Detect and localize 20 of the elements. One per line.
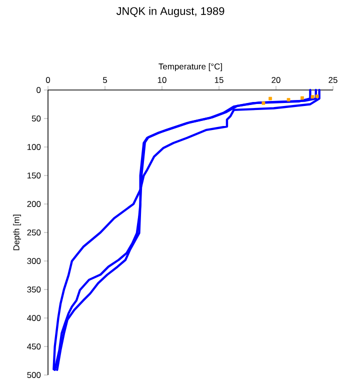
x-tick-label: 25 [328, 76, 338, 83]
x-tick-label: 15 [214, 77, 224, 83]
x-tick-label: 10 [158, 76, 166, 83]
y-tick-label: 150 [27, 172, 41, 178]
y-tick-label: 250 [27, 230, 41, 236]
y-tick-label: 100 [27, 144, 41, 150]
chart-title: JNQK in August, 1989 [116, 6, 224, 18]
x-tick-label: 5 [102, 77, 108, 83]
y-tick-label: 450 [27, 344, 41, 350]
x-tick-label: 20 [272, 76, 280, 83]
y-axis-title: Depth [m] [13, 214, 21, 250]
y-tick-label: 300 [27, 258, 41, 264]
y-tick-label: 400 [27, 315, 41, 321]
y-tick-label: 0 [36, 87, 41, 93]
x-axis-title: Temperature [°C] [158, 63, 222, 72]
y-tick-label: 350 [27, 286, 41, 292]
y-tick-label: 50 [32, 116, 41, 122]
x-tick-label: 0 [46, 76, 50, 83]
y-tick-label: 200 [27, 201, 41, 207]
y-tick-label: 500 [27, 372, 41, 378]
